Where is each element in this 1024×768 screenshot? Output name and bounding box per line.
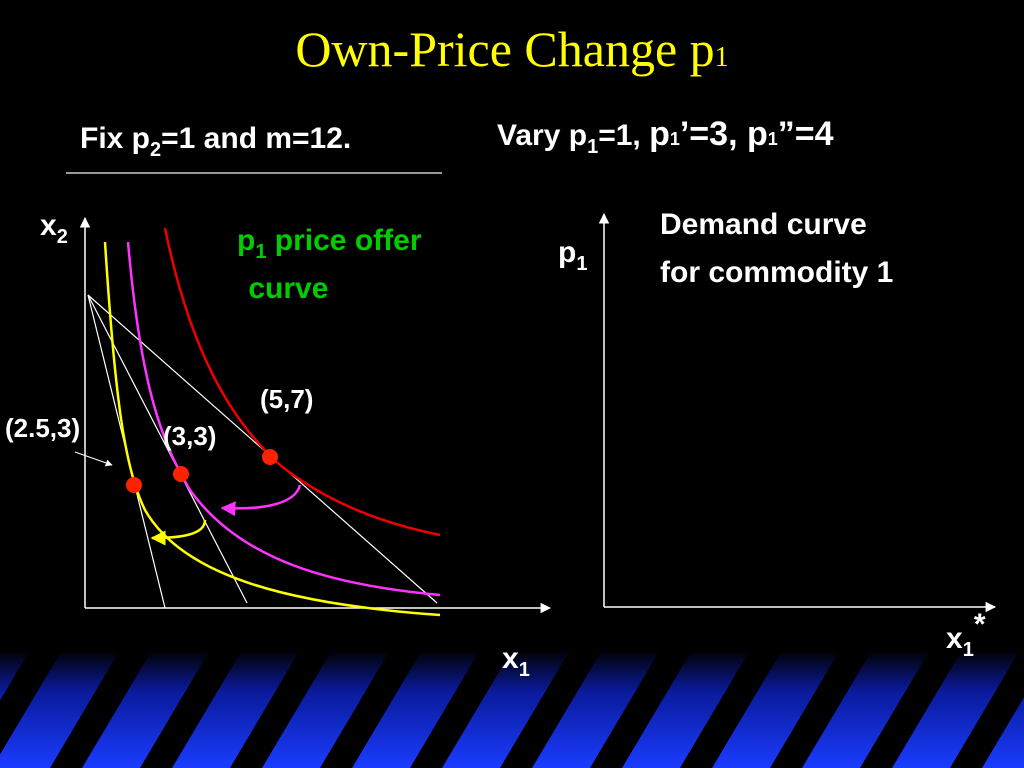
- pointer-arrow: [74, 451, 113, 467]
- y-axis-label: x2: [40, 209, 68, 248]
- optimum-point: [173, 466, 189, 482]
- y-axis-label: p1: [558, 236, 587, 275]
- optimum-point: [126, 477, 142, 493]
- shift-arrow: [150, 519, 207, 546]
- x-axis-label: x1: [502, 642, 530, 681]
- slide-title: Own-Price Change p1: [295, 21, 728, 77]
- left-graph: x2 x1 p1 price offer curve (2.5,3) (3,3)…: [5, 209, 552, 681]
- point-label: (3,3): [163, 421, 216, 451]
- budget-line: [87, 294, 248, 604]
- vary-note: Vary p1=1, p1’=3, p1”=4: [497, 115, 834, 158]
- caption: Demand curve: [660, 208, 867, 241]
- fixed-note: Fix p2=1 and m=12.: [80, 122, 351, 161]
- point-label: (2.5,3): [5, 413, 80, 443]
- caption: for commodity 1: [660, 256, 893, 289]
- footer-stripes: [0, 650, 1024, 768]
- right-graph: p1 x1* Demand curve for commodity 1: [558, 208, 997, 661]
- shift-arrow: [220, 484, 302, 517]
- offer-curve-label: p1 price offer: [237, 224, 422, 263]
- x-axis-label: x1*: [946, 608, 986, 661]
- offer-curve-label: curve: [240, 272, 328, 305]
- indifference-curve: [103, 241, 441, 617]
- point-label: (5,7): [260, 384, 313, 414]
- indifference-curve: [126, 241, 441, 597]
- optimum-point: [262, 449, 278, 465]
